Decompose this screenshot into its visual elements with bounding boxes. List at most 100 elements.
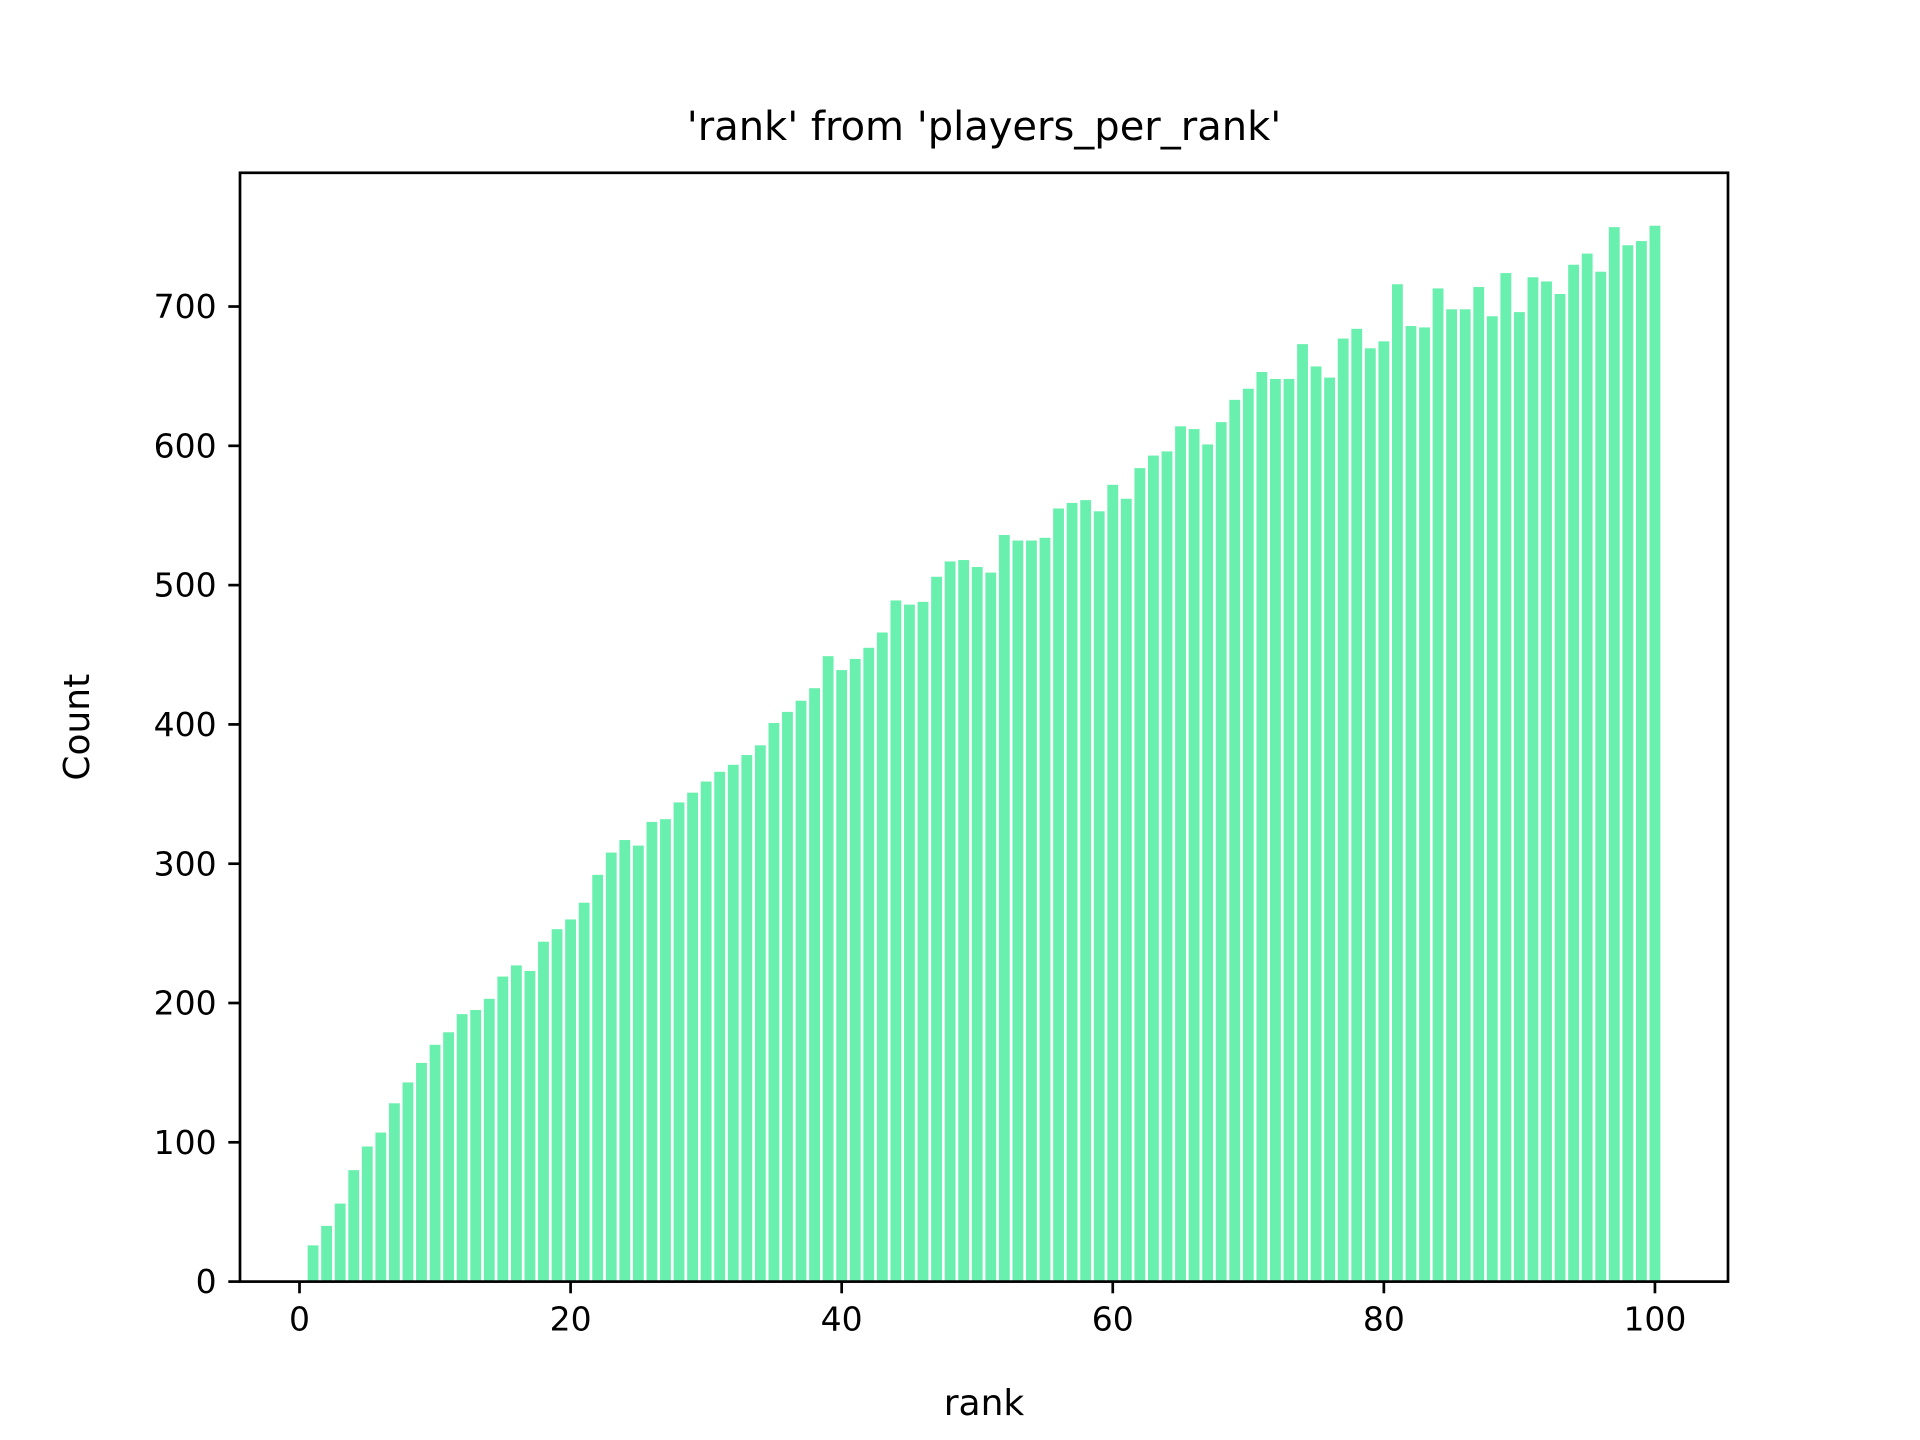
bar-rank-53 <box>1012 540 1024 1282</box>
tick-labels-layer: 0 20 40 60 80 100 0 100 200 300 400 500 600 700 <box>154 287 1687 1339</box>
bar-rank-87 <box>1473 287 1485 1282</box>
bar-rank-76 <box>1324 377 1336 1282</box>
bar-rank-94 <box>1568 264 1580 1282</box>
bar-rank-18 <box>538 941 549 1282</box>
bar-rank-78 <box>1351 328 1363 1282</box>
bar-rank-81 <box>1391 284 1403 1282</box>
bar-rank-20 <box>565 919 577 1282</box>
bar-rank-75 <box>1310 366 1322 1282</box>
bar-rank-56 <box>1053 508 1064 1282</box>
bar-rank-69 <box>1229 399 1241 1282</box>
bar-rank-40 <box>836 670 848 1282</box>
bar-rank-32 <box>727 764 739 1282</box>
x-tick-label-80: 80 <box>1363 1300 1405 1339</box>
bar-rank-22 <box>592 874 604 1282</box>
bar-rank-92 <box>1541 281 1552 1282</box>
y-tick-label-700: 700 <box>154 287 217 326</box>
bar-rank-95 <box>1581 253 1593 1282</box>
y-tick-label-400: 400 <box>154 705 217 744</box>
bar-rank-64 <box>1161 451 1173 1282</box>
bar-rank-37 <box>795 700 807 1282</box>
bar-rank-26 <box>646 821 658 1282</box>
bar-rank-24 <box>619 840 631 1282</box>
bar-rank-33 <box>741 755 753 1282</box>
bar-rank-35 <box>768 723 780 1282</box>
x-tick-label-0: 0 <box>289 1300 310 1339</box>
bar-rank-42 <box>863 647 875 1282</box>
bar-rank-57 <box>1066 502 1078 1282</box>
bar-rank-60 <box>1107 484 1119 1282</box>
bar-rank-88 <box>1486 316 1498 1282</box>
bar-rank-84 <box>1432 288 1444 1282</box>
bar-rank-16 <box>510 965 522 1282</box>
axes-spines <box>238 171 1730 1283</box>
y-tick-label-200: 200 <box>154 984 217 1023</box>
bar-rank-2 <box>321 1225 333 1282</box>
bar-rank-72 <box>1270 378 1281 1282</box>
bar-rank-91 <box>1527 277 1539 1282</box>
bars-layer <box>307 225 1661 1282</box>
bar-rank-51 <box>985 572 997 1282</box>
bar-rank-61 <box>1120 498 1132 1282</box>
bar-rank-83 <box>1419 327 1430 1282</box>
x-tick-label-100: 100 <box>1623 1300 1686 1339</box>
bar-rank-79 <box>1364 348 1376 1282</box>
bar-rank-38 <box>809 688 820 1282</box>
bar-rank-59 <box>1093 511 1105 1282</box>
bar-rank-29 <box>687 792 698 1282</box>
axes-layer <box>238 171 1730 1283</box>
bar-rank-58 <box>1080 500 1092 1282</box>
bar-rank-17 <box>524 970 536 1282</box>
bar-rank-93 <box>1554 293 1566 1282</box>
bar-rank-80 <box>1378 341 1390 1282</box>
bar-rank-12 <box>456 1014 468 1282</box>
bar-rank-66 <box>1188 429 1200 1282</box>
bar-rank-31 <box>714 771 726 1282</box>
bar-rank-3 <box>334 1203 346 1282</box>
x-tick-label-40: 40 <box>821 1300 863 1339</box>
chart-title: 'rank' from 'players_per_rank' <box>687 104 1281 150</box>
bar-rank-82 <box>1405 326 1417 1282</box>
bar-rank-21 <box>578 902 590 1282</box>
bar-rank-77 <box>1337 338 1349 1282</box>
bar-rank-50 <box>971 567 983 1282</box>
bar-rank-63 <box>1148 455 1159 1282</box>
bar-rank-44 <box>890 600 902 1282</box>
y-tick-label-300: 300 <box>154 844 217 883</box>
bar-rank-55 <box>1039 537 1051 1282</box>
x-axis-label: rank <box>944 1383 1025 1424</box>
bar-rank-30 <box>700 781 712 1282</box>
bar-rank-97 <box>1608 227 1620 1282</box>
bar-rank-62 <box>1134 468 1146 1282</box>
bar-rank-15 <box>497 976 509 1282</box>
bar-rank-96 <box>1595 271 1607 1282</box>
bar-rank-27 <box>660 819 671 1282</box>
bar-rank-74 <box>1297 344 1308 1282</box>
y-tick-label-500: 500 <box>154 566 217 605</box>
bar-rank-70 <box>1242 388 1254 1282</box>
bar-rank-90 <box>1513 312 1525 1282</box>
bar-rank-39 <box>822 656 834 1282</box>
bar-rank-47 <box>931 576 942 1282</box>
bar-rank-1 <box>307 1245 319 1282</box>
bar-rank-100 <box>1649 225 1661 1282</box>
bar-rank-23 <box>605 852 617 1282</box>
bar-rank-49 <box>958 560 970 1282</box>
bar-rank-65 <box>1175 426 1186 1282</box>
bar-rank-19 <box>551 929 563 1282</box>
y-tick-label-600: 600 <box>154 426 217 465</box>
bar-rank-43 <box>876 632 888 1282</box>
bar-rank-85 <box>1446 309 1458 1282</box>
bar-rank-73 <box>1283 378 1295 1282</box>
y-axis-label: Count <box>57 674 98 781</box>
bar-rank-25 <box>632 845 644 1282</box>
x-tick-label-60: 60 <box>1092 1300 1134 1339</box>
bar-rank-71 <box>1256 371 1268 1282</box>
bar-rank-4 <box>348 1170 360 1282</box>
bar-rank-9 <box>416 1062 427 1282</box>
bar-rank-14 <box>483 998 495 1282</box>
ticks-layer <box>228 305 1657 1294</box>
bar-rank-52 <box>998 534 1010 1282</box>
bar-rank-46 <box>917 601 929 1282</box>
